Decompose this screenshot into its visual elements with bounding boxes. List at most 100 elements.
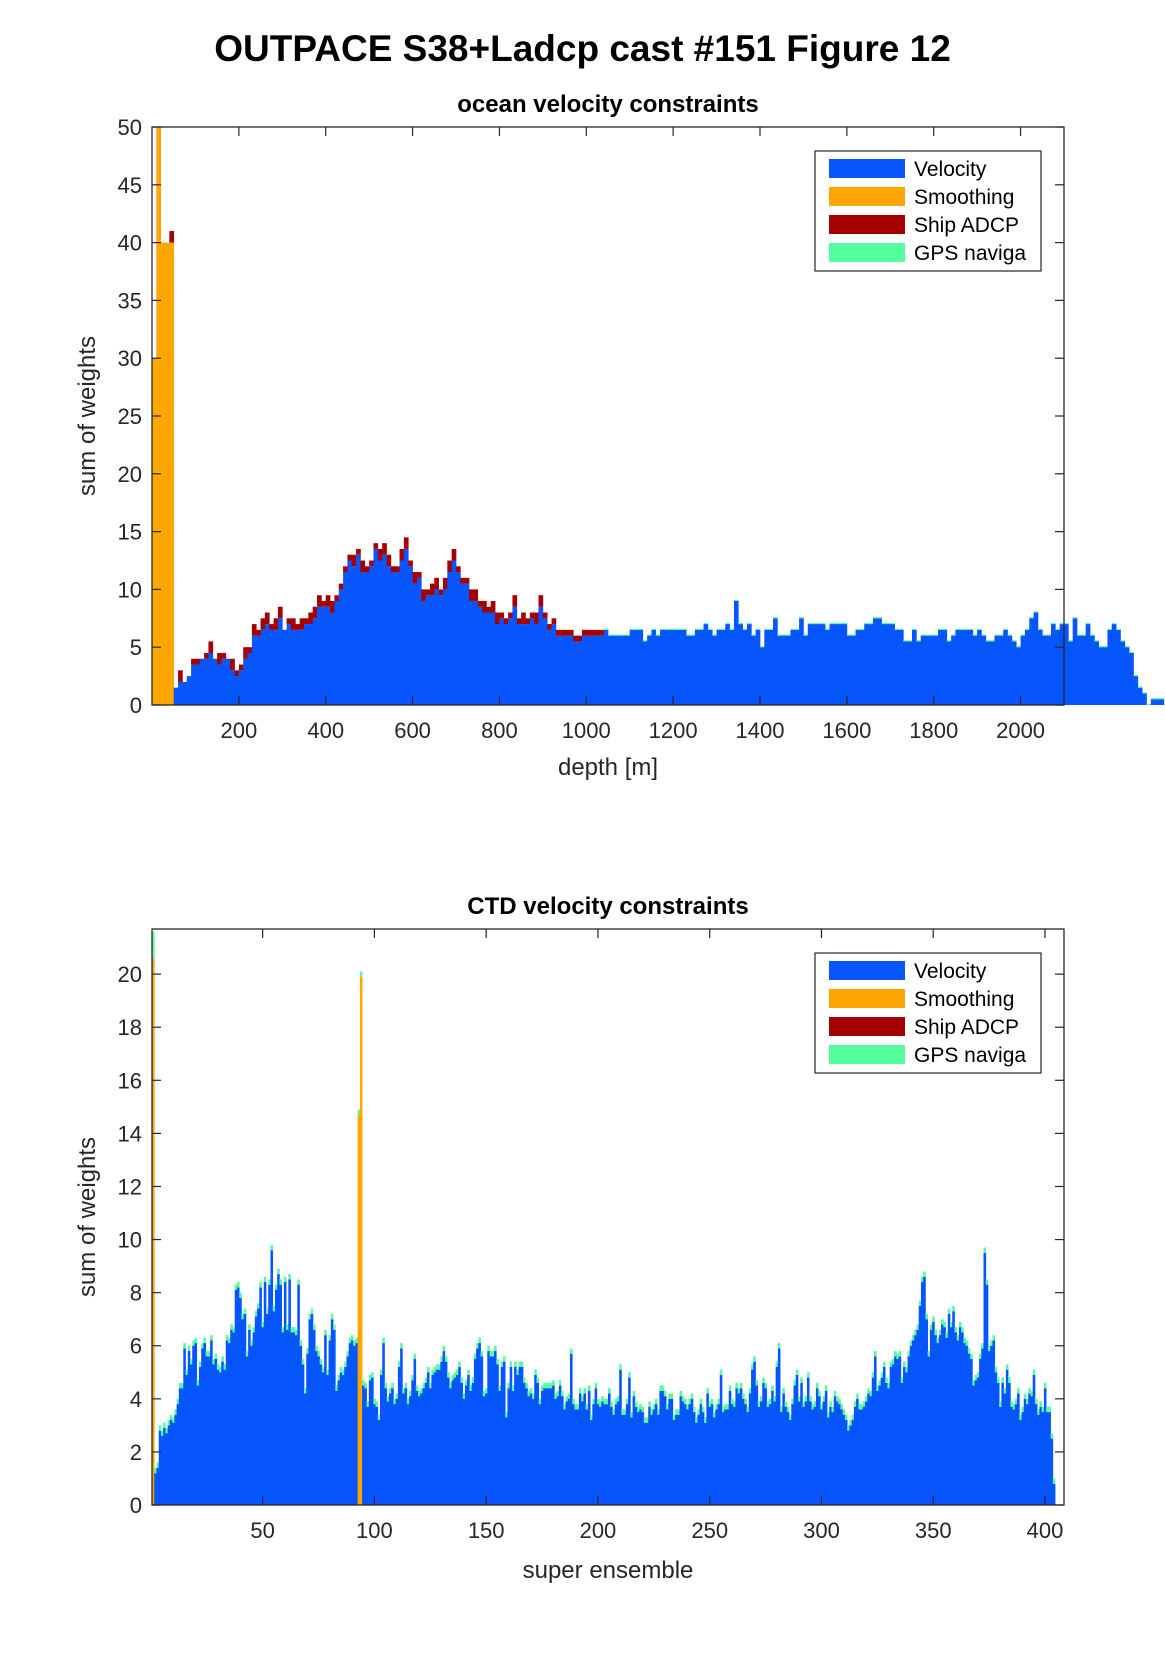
bar-velocity <box>663 1396 667 1505</box>
legend: Velocity Smoothing Ship ADCP GPS naviga <box>814 150 1042 272</box>
legend-swatch <box>829 961 905 980</box>
bar-gps-naviga <box>733 1401 736 1407</box>
bar-ship-adcp <box>464 577 470 584</box>
bar-gps-naviga <box>652 1404 656 1410</box>
bar-gps-naviga <box>988 1345 991 1352</box>
bar-gps-naviga <box>985 640 991 642</box>
bar-gps-naviga <box>994 634 1000 636</box>
bar-gps-naviga <box>355 1337 358 1344</box>
bar-gps-naviga <box>798 1396 801 1402</box>
bar-gps-naviga <box>449 1382 452 1389</box>
bar-gps-naviga <box>851 634 856 636</box>
bar-gps-naviga <box>319 1359 323 1365</box>
bar-ship-adcp <box>416 572 422 578</box>
bar-gps-naviga <box>695 1417 698 1423</box>
x-tick-label: 2000 <box>996 718 1045 743</box>
bar-ship-adcp <box>521 612 526 625</box>
bar-velocity <box>1010 1406 1013 1505</box>
bar-gps-naviga <box>456 1369 459 1375</box>
bar-gps-naviga <box>581 1396 584 1402</box>
bar-velocity <box>373 548 379 705</box>
bar-velocity <box>877 618 882 705</box>
bar-velocity <box>789 1420 792 1505</box>
bar-velocity <box>471 1382 475 1505</box>
bar-gps-naviga <box>478 1337 481 1344</box>
bar-gps-naviga <box>326 1369 329 1375</box>
bar-gps-naviga <box>616 1396 620 1402</box>
bar-velocity <box>282 629 287 705</box>
bar-ship-adcp <box>373 543 379 549</box>
bar-gps-naviga <box>232 1327 236 1333</box>
bar-velocity <box>868 624 874 705</box>
bar-gps-naviga <box>744 1398 747 1405</box>
bar-gps-naviga <box>1142 692 1147 694</box>
bar-velocity <box>447 572 452 705</box>
bar-velocity <box>586 635 591 705</box>
bar-gps-naviga <box>688 1398 692 1405</box>
bar-velocity <box>1034 1404 1038 1505</box>
bar-velocity <box>194 1343 198 1505</box>
bar-gps-naviga <box>661 1385 665 1391</box>
bar-velocity <box>290 1332 294 1505</box>
bar-gps-naviga <box>799 617 804 619</box>
bar-velocity <box>464 1385 468 1505</box>
bar-gps-naviga <box>890 622 895 625</box>
x-tick-label: 600 <box>394 718 431 743</box>
bar-gps-naviga <box>630 1412 633 1418</box>
x-tick-label: 150 <box>468 1518 505 1543</box>
bar-velocity <box>520 1366 524 1505</box>
bar-velocity <box>907 641 913 705</box>
bar-gps-naviga <box>1055 628 1060 630</box>
bar-gps-naviga <box>869 1390 873 1397</box>
bar-ship-adcp <box>395 566 400 573</box>
bar-velocity <box>411 1380 414 1505</box>
bar-velocity <box>851 635 856 705</box>
bar-velocity <box>748 1393 752 1505</box>
bar-gps-naviga <box>245 1351 249 1357</box>
bar-velocity <box>399 560 405 705</box>
bar-velocity <box>998 635 1004 705</box>
bar-gps-naviga <box>780 1406 783 1413</box>
bar-gps-naviga <box>368 1374 372 1381</box>
bar-gps-naviga <box>885 1377 888 1383</box>
bar-velocity <box>406 1404 410 1505</box>
bar-velocity <box>261 1327 265 1505</box>
bar-velocity <box>725 624 730 705</box>
bar-ship-adcp <box>377 548 383 561</box>
bar-ship-adcp <box>238 664 244 671</box>
bar-gps-naviga <box>1064 622 1069 625</box>
bar-gps-naviga <box>942 628 948 630</box>
bar-velocity <box>556 1396 560 1505</box>
bar-velocity <box>601 1401 604 1505</box>
bar-velocity <box>268 1284 271 1505</box>
bar-velocity <box>590 635 596 705</box>
bar-gps-naviga <box>1023 1393 1027 1399</box>
bar-gps-naviga <box>923 1271 926 1277</box>
bar-gps-naviga <box>283 1276 287 1283</box>
bar-gps-naviga <box>786 1406 790 1413</box>
bar-velocity <box>871 1377 875 1505</box>
bar-velocity <box>368 1380 372 1505</box>
bar-velocity <box>563 1409 566 1505</box>
bar-ship-adcp <box>343 566 348 573</box>
bar-ship-adcp <box>217 652 222 665</box>
bar-gps-naviga <box>679 1390 683 1397</box>
bar-velocity <box>221 658 227 705</box>
bar-velocity <box>882 1366 886 1505</box>
bar-gps-naviga <box>1059 622 1065 625</box>
bar-velocity <box>494 1351 497 1505</box>
bar-velocity <box>898 629 904 705</box>
bar-velocity <box>521 624 526 705</box>
bar-velocity <box>181 1388 184 1505</box>
y-tick-label: 15 <box>118 520 142 545</box>
bar-gps-naviga <box>558 1380 562 1386</box>
bar-velocity <box>999 1406 1002 1505</box>
bar-gps-naviga <box>920 1276 924 1283</box>
bar-ship-adcp <box>308 612 314 625</box>
bar-gps-naviga <box>590 1414 593 1421</box>
bar-velocity <box>512 606 518 705</box>
bar-gps-naviga <box>878 1380 882 1386</box>
bar-velocity <box>934 1335 937 1505</box>
bar-ship-adcp <box>299 618 305 630</box>
bar-gps-naviga <box>840 1404 844 1410</box>
